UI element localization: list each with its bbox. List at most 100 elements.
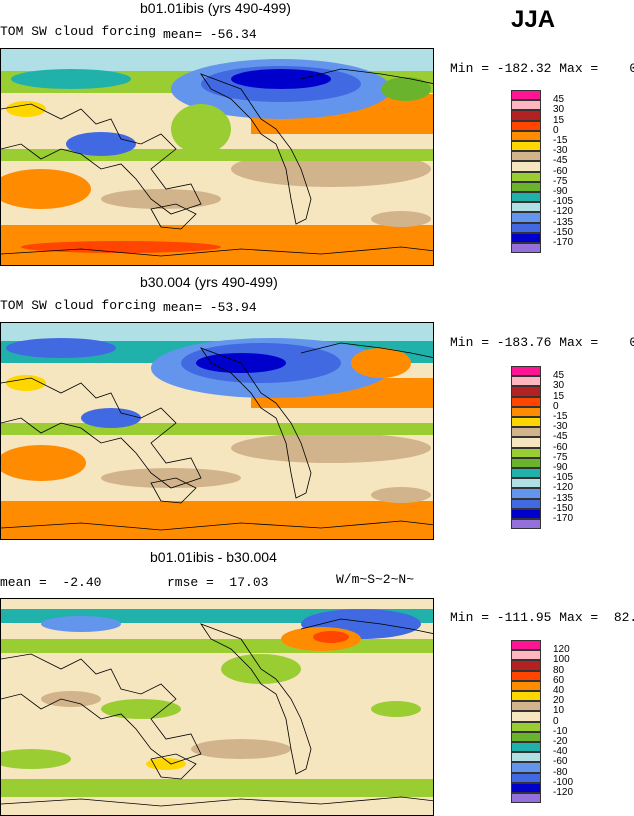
legend-tick-label: -135 [553, 216, 574, 228]
legend-tick-label: -105 [553, 196, 574, 208]
panel-3-minmax-label: Min = -111.95 Max = 82.01 [450, 610, 634, 625]
legend-tick-label: -60 [553, 165, 568, 177]
legend-swatch [511, 508, 541, 519]
legend-tick-label: -75 [553, 451, 568, 463]
legend-tick-label: -90 [553, 186, 568, 197]
season-label: JJA [511, 6, 556, 33]
legend-swatch [511, 417, 541, 428]
legend-swatch [511, 232, 541, 243]
panel-1-variable-label: TOM SW cloud forcing [0, 24, 157, 39]
legend-tick-label: 80 [553, 664, 565, 676]
panel-3-mean-label: mean = -2.40 [0, 575, 102, 590]
legend-swatch [511, 130, 541, 141]
panel-3-rmse-label: rmse = 17.03 [167, 575, 269, 590]
legend-swatch [511, 192, 541, 203]
legend-swatch [511, 171, 541, 182]
legend-swatch [511, 437, 541, 448]
legend-swatch [511, 202, 541, 213]
legend-swatch [511, 386, 541, 397]
legend-tick-label: 20 [553, 695, 565, 707]
panel-3-title: b01.01ibis - b30.004 [150, 549, 277, 565]
legend-swatch [511, 772, 541, 783]
legend-tick-label: -105 [553, 472, 574, 484]
panel-2-minmax-label: Min = -183.76 Max = 0.00 [450, 335, 634, 350]
legend-tick-label: -100 [553, 776, 574, 788]
legend-swatch [511, 396, 541, 407]
legend-swatch [511, 680, 541, 691]
legend-swatch [511, 90, 541, 101]
legend-swatch [511, 721, 541, 732]
panel-2-map [0, 322, 434, 540]
legend-swatch [511, 488, 541, 499]
legend-tick-label: -120 [553, 206, 574, 218]
legend-swatch [511, 110, 541, 121]
legend-tick-label: 0 [553, 400, 559, 412]
legend-swatch [511, 701, 541, 712]
legend-swatch [511, 222, 541, 233]
legend-swatch [511, 427, 541, 438]
legend-tick-label: 10 [553, 705, 565, 717]
legend-swatch [511, 457, 541, 468]
legend-swatch [511, 660, 541, 671]
legend-tick-label: 100 [553, 654, 570, 666]
panel-1-mean-label: mean= -56.34 [163, 27, 257, 42]
legend-tick-label: -40 [553, 746, 568, 758]
panel-3-map-svg [1, 599, 433, 815]
legend-tick-label: 120 [553, 644, 570, 656]
legend-swatch [511, 793, 541, 804]
legend-swatch [511, 670, 541, 681]
legend-swatch [511, 212, 541, 223]
legend-swatch [511, 691, 541, 702]
legend-tick-label: 45 [553, 370, 565, 382]
legend-tick-label: -150 [553, 226, 574, 238]
legend-tick-label: 0 [553, 124, 559, 136]
legend-swatch [511, 731, 541, 742]
panel-3-map [0, 598, 434, 816]
legend-swatch [511, 762, 541, 773]
panel-2-variable-label: TOM SW cloud forcing [0, 298, 157, 313]
legend-swatch [511, 151, 541, 162]
legend-tick-label: -45 [553, 155, 568, 167]
legend-tick-label: -90 [553, 462, 568, 473]
legend-swatch [511, 498, 541, 509]
legend-swatch [511, 406, 541, 417]
legend-tick-label: 60 [553, 674, 565, 686]
legend-swatch [511, 519, 541, 530]
legend-tick-label: -20 [553, 736, 568, 747]
legend-tick-label: -30 [553, 145, 568, 157]
legend-tick-label: -10 [553, 725, 568, 737]
legend-tick-label: 30 [553, 104, 565, 116]
legend-swatch [511, 243, 541, 254]
legend-tick-label: -45 [553, 431, 568, 443]
legend-tick-label: 30 [553, 380, 565, 392]
legend-tick-label: -15 [553, 135, 568, 146]
legend-swatch [511, 468, 541, 479]
panel-1-title: b01.01ibis (yrs 490-499) [140, 0, 291, 16]
panel-3-units-label: W/m~S~2~N~ [336, 572, 415, 587]
legend-tick-label: -120 [553, 787, 574, 798]
legend-swatch [511, 650, 541, 661]
panel-1-map-svg [1, 49, 433, 265]
legend-tick-label: -150 [553, 502, 574, 514]
legend-swatch [511, 640, 541, 651]
legend-tick-label: -80 [553, 766, 568, 778]
legend-swatch [511, 376, 541, 387]
legend-swatch [511, 161, 541, 172]
legend-swatch [511, 478, 541, 489]
legend-swatch [511, 141, 541, 152]
legend-swatch [511, 711, 541, 722]
legend-swatch [511, 181, 541, 192]
panel-2-map-svg [1, 323, 433, 539]
legend-tick-label: -60 [553, 441, 568, 453]
panel-2-title: b30.004 (yrs 490-499) [140, 274, 278, 290]
legend-swatch [511, 752, 541, 763]
legend-tick-label: 45 [553, 94, 565, 106]
legend-tick-label: 15 [553, 114, 565, 126]
legend-tick-label: -135 [553, 492, 574, 504]
legend-tick-label: -75 [553, 175, 568, 187]
panel-1-map [0, 48, 434, 266]
legend-swatch [511, 782, 541, 793]
legend-tick-label: 15 [553, 390, 565, 402]
legend-swatch [511, 366, 541, 377]
legend-tick-label: -170 [553, 237, 574, 248]
